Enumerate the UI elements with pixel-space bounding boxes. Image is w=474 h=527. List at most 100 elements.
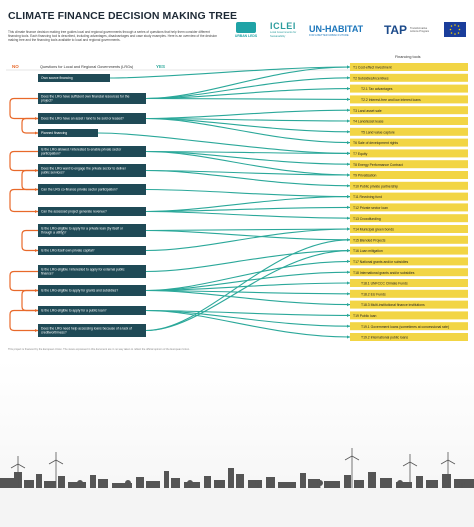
yes-connector	[145, 117, 351, 122]
tool-label: T9 Privatisation	[353, 174, 376, 178]
tool-label: T4 Land/asset lease	[353, 120, 384, 124]
tool-box: T11 Revolving fund	[350, 192, 468, 201]
tool-box: T5 Land value capture	[350, 127, 468, 136]
question-text: Can the assessed project generate revenu…	[41, 210, 107, 214]
tool-box: T8 Energy Performance Contract	[350, 160, 468, 169]
tool-label: T18 International grants and/or subsidie…	[353, 271, 415, 275]
arrow-icon	[347, 205, 350, 209]
arrow-icon	[347, 173, 350, 177]
arrow-icon	[347, 324, 350, 328]
poster: CLIMATE FINANCE DECISION MAKING TREE Thi…	[6, 10, 468, 351]
arrow-icon	[347, 184, 350, 188]
tool-box: T4 Land/asset lease	[350, 117, 468, 125]
decision-tree-diagram: NO Questions for Local and Regional Gove…	[6, 55, 468, 341]
tool-box: T18.3 Multi-institutional finance instit…	[350, 300, 468, 309]
arrow-icon	[347, 195, 350, 199]
no-connector	[9, 150, 38, 172]
arrow-icon	[347, 303, 350, 307]
question-text: Is the LRG eligible to apply for a publi…	[41, 309, 107, 313]
arrow-icon	[347, 119, 350, 123]
question-box: Is the LRG itself own private capital?	[38, 246, 146, 255]
arrow-icon	[347, 76, 350, 80]
iclei-logo: ICLEI Local Governments for Sustainabili…	[270, 21, 297, 38]
yes-connector	[145, 250, 351, 273]
no-connector	[9, 270, 38, 292]
question-text: Planned financing	[41, 131, 67, 135]
tool-box: T12 Private sector loan	[350, 203, 468, 212]
tool-label: T19.1 Government loans (sometimes at con…	[361, 325, 449, 329]
arrow-icon	[347, 97, 350, 101]
question-text: Can the LRG co-finance private sector pa…	[41, 188, 118, 192]
no-connector	[21, 229, 38, 252]
question-text: Is the LRG eligible / interested to appl…	[41, 268, 125, 276]
tool-box: T18.2 EU Funds	[350, 289, 468, 298]
arrow-icon	[347, 270, 350, 274]
question-text: Does the LRG have an asset / land to be …	[41, 117, 124, 121]
question-box: Does the LRG need help accessing loans b…	[38, 324, 146, 337]
yes-connector	[145, 206, 351, 213]
question-box: Own source financing	[38, 74, 110, 82]
question-box: Is the LRG eligible to apply for a priva…	[38, 224, 146, 237]
no-connector	[9, 97, 38, 120]
question-text: Is the LRG eligible to apply for grants …	[41, 289, 118, 293]
yes-connector	[145, 309, 351, 338]
question-list: Own source financing Does the LRG have su…	[38, 74, 146, 337]
intro-text: This climate finance decision making tre…	[8, 30, 218, 43]
question-box: Is the LRG eligible / interested to appl…	[38, 265, 146, 278]
question-text: Is the LRG itself own private capital?	[41, 249, 95, 253]
tools-header: Financing tools	[395, 55, 421, 59]
yes-connector	[145, 97, 351, 100]
city-skyline-icon	[0, 468, 474, 488]
urban-leds-icon	[236, 22, 256, 33]
tool-box: T18.1 UNFCCC Climate Funds	[350, 279, 468, 287]
arrow-icon	[35, 131, 38, 135]
arrow-icon	[347, 151, 350, 155]
arrow-icon	[347, 281, 350, 285]
tool-label: T17 National grants and/or subsidies	[353, 260, 409, 264]
no-connector	[9, 309, 38, 332]
yes-connector	[145, 289, 351, 306]
yes-connector	[145, 229, 351, 241]
tap-logo: TAP Transformative Actions Program	[383, 23, 430, 37]
arrow-icon	[347, 238, 350, 242]
arrow-icon	[35, 329, 38, 332]
tool-label: T16 Loan mitigation	[353, 249, 383, 253]
yes-connector	[109, 66, 351, 79]
arrow-icon	[347, 249, 350, 253]
yes-connector	[145, 239, 351, 332]
arrow-icon	[347, 292, 350, 296]
tool-box: T2.2 Interest-free and low interest loan…	[350, 95, 468, 104]
arrow-icon	[347, 313, 350, 317]
tool-label: T10 Public private partnership	[353, 184, 398, 188]
question-box: Is the LRG eligible to apply for a publi…	[38, 306, 146, 315]
no-connector	[21, 117, 38, 134]
page-title: CLIMATE FINANCE DECISION MAKING TREE	[8, 10, 238, 22]
tool-box: T3 Land asset sale	[350, 106, 468, 115]
arrow-icon	[347, 162, 350, 166]
yes-header: YES	[156, 64, 165, 69]
arrow-icon	[347, 130, 350, 134]
yes-connector	[97, 132, 351, 154]
no-connector	[9, 188, 38, 213]
question-text: Is the LRG eligible to apply for a priva…	[41, 227, 124, 235]
tool-label: T11 Revolving fund	[353, 195, 382, 199]
arrow-icon	[35, 249, 38, 252]
tool-label: T2.2 Interest-free and low interest loan…	[361, 98, 421, 102]
tool-list: T1 Cost-effect investment T2 Subsidies/in…	[350, 63, 468, 341]
tool-label: T12 Private sector loan	[353, 206, 388, 210]
tool-label: T18.2 EU Funds	[361, 292, 386, 296]
question-text: Is the LRG allowed / interested to enabl…	[41, 148, 122, 156]
yes-connector	[145, 289, 351, 295]
tool-label: T18.1 UNFCCC Climate Funds	[361, 282, 408, 286]
yes-connector	[145, 188, 351, 198]
tool-label: T14 Municipal green bonds	[353, 228, 394, 232]
tool-box: T2 Subsidies/incentives	[350, 73, 468, 82]
tool-box: T9 Privatisation	[350, 171, 468, 179]
question-text: Does the LRG want to engage the private …	[41, 167, 127, 175]
tool-label: T19 Public loan	[353, 314, 376, 318]
tool-label: T19.2 International public loans	[361, 336, 408, 340]
arrow-icon	[35, 210, 38, 213]
tool-label: T7 Equity	[353, 152, 368, 156]
arrow-icon	[347, 108, 350, 112]
tool-label: T18.3 Multi-institutional finance instit…	[361, 303, 425, 307]
